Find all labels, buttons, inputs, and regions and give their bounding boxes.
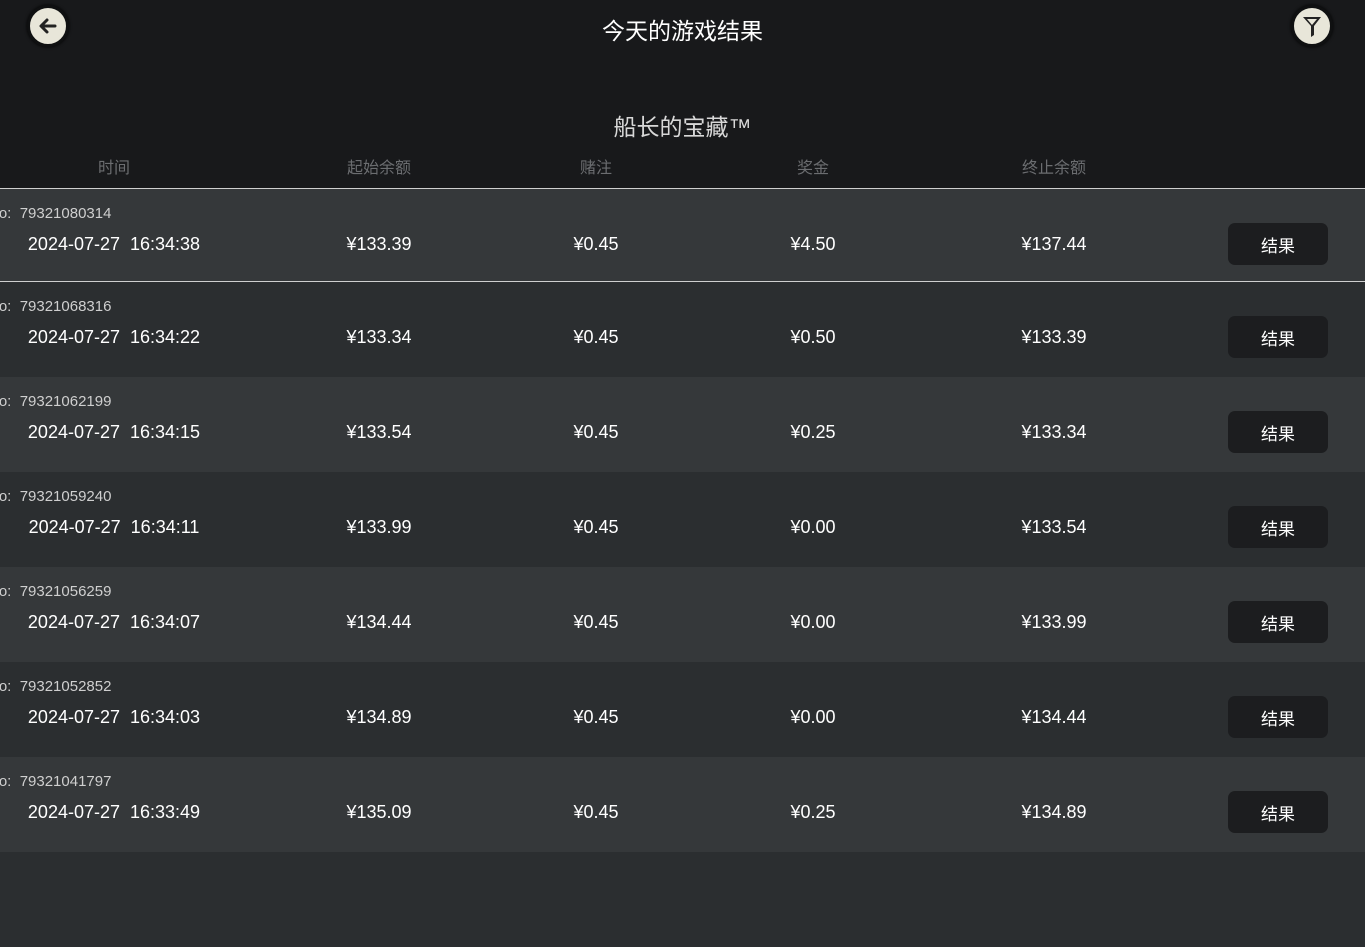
table-row: No: 79321052852 2024-07-27 16:34:03 ¥134… (0, 662, 1365, 757)
round-id-value: 79321062199 (19, 393, 112, 410)
round-id: No: 79321056259 (0, 583, 111, 600)
round-id-label: No: (0, 678, 12, 695)
cell-end-balance: ¥133.99 (1021, 612, 1087, 632)
round-id-label: No: (0, 298, 12, 315)
cell-start-balance: ¥133.39 (346, 234, 412, 254)
cell-end-balance: ¥133.34 (1021, 422, 1087, 442)
column-header-start-balance: 起始余额 (346, 160, 412, 177)
cell-time: 2024-07-27 16:34:15 (27, 422, 201, 442)
result-button[interactable]: 结果 (1228, 791, 1328, 833)
cell-win: ¥0.50 (790, 327, 836, 347)
cell-bet: ¥0.45 (573, 422, 619, 442)
round-id-label: No: (0, 583, 12, 600)
cell-time: 2024-07-27 16:34:38 (27, 234, 201, 254)
cell-start-balance: ¥133.34 (346, 327, 412, 347)
cell-win: ¥0.00 (790, 707, 836, 727)
round-id: No: 79321068316 (0, 298, 111, 315)
round-id-value: 79321056259 (19, 583, 112, 600)
table-row: No: 79321062199 2024-07-27 16:34:15 ¥133… (0, 377, 1365, 472)
round-id-label: No: (0, 773, 12, 790)
column-header-time: 时间 (97, 160, 131, 177)
round-id: No: 79321041797 (0, 773, 111, 790)
cell-bet: ¥0.45 (573, 612, 619, 632)
cell-end-balance: ¥134.89 (1021, 802, 1087, 822)
column-header-bet: 赌注 (579, 160, 613, 177)
round-id-label: No: (0, 393, 12, 410)
round-id-value: 79321041797 (19, 773, 112, 790)
cell-bet: ¥0.45 (573, 327, 619, 347)
round-id-value: 79321080314 (19, 205, 112, 222)
cell-win: ¥0.00 (790, 612, 836, 632)
table-row: No: 79321080314 2024-07-27 16:34:38 ¥133… (0, 189, 1365, 282)
round-id-value: 79321052852 (19, 678, 112, 695)
game-name: 船长的宝藏™ (613, 114, 752, 140)
filter-button[interactable] (1291, 5, 1333, 47)
cell-time: 2024-07-27 16:33:49 (27, 802, 201, 822)
table-row (0, 852, 1365, 947)
table-row: No: 79321041797 2024-07-27 16:33:49 ¥135… (0, 757, 1365, 852)
table-header: 时间 起始余额 赌注 奖金 终止余额 (0, 154, 1365, 177)
round-id-value: 79321068316 (19, 298, 112, 315)
cell-start-balance: ¥134.44 (346, 612, 412, 632)
cell-start-balance: ¥135.09 (346, 802, 412, 822)
round-id: No: 79321052852 (0, 678, 111, 695)
cell-start-balance: ¥133.54 (346, 422, 412, 442)
round-id-label: No: (0, 205, 12, 222)
cell-end-balance: ¥137.44 (1021, 234, 1087, 254)
cell-start-balance: ¥134.89 (346, 707, 412, 727)
result-button[interactable]: 结果 (1228, 696, 1328, 738)
round-id: No: 79321059240 (0, 488, 111, 505)
column-header-end-balance: 终止余额 (1021, 160, 1087, 177)
cell-time: 2024-07-27 16:34:11 (28, 517, 200, 537)
round-id-value: 79321059240 (19, 488, 112, 505)
result-button[interactable]: 结果 (1228, 506, 1328, 548)
results-list: No: 79321080314 2024-07-27 16:34:38 ¥133… (0, 188, 1365, 947)
result-button[interactable]: 结果 (1228, 316, 1328, 358)
table-row: No: 79321056259 2024-07-27 16:34:07 ¥134… (0, 567, 1365, 662)
page-title: 今天的游戏结果 (602, 18, 763, 44)
result-button[interactable]: 结果 (1228, 411, 1328, 453)
round-id-label: No: (0, 488, 12, 505)
cell-end-balance: ¥133.39 (1021, 327, 1087, 347)
cell-start-balance: ¥133.99 (346, 517, 412, 537)
column-header-win: 奖金 (796, 160, 830, 177)
cell-bet: ¥0.45 (573, 802, 619, 822)
cell-bet: ¥0.45 (573, 234, 619, 254)
cell-bet: ¥0.45 (573, 707, 619, 727)
arrow-left-icon (39, 18, 57, 34)
cell-win: ¥4.50 (790, 234, 836, 254)
cell-win: ¥0.25 (790, 422, 836, 442)
cell-win: ¥0.00 (790, 517, 836, 537)
cell-time: 2024-07-27 16:34:03 (27, 707, 201, 727)
filter-funnel-icon (1303, 17, 1321, 37)
round-id: No: 79321062199 (0, 393, 111, 410)
cell-end-balance: ¥133.54 (1021, 517, 1087, 537)
cell-win: ¥0.25 (790, 802, 836, 822)
table-row: No: 79321068316 2024-07-27 16:34:22 ¥133… (0, 282, 1365, 377)
cell-bet: ¥0.45 (573, 517, 619, 537)
cell-end-balance: ¥134.44 (1021, 707, 1087, 727)
cell-time: 2024-07-27 16:34:07 (27, 612, 201, 632)
top-bar: 今天的游戏结果 (0, 0, 1365, 60)
table-row: No: 79321059240 2024-07-27 16:34:11 ¥133… (0, 472, 1365, 567)
round-id: No: 79321080314 (0, 205, 111, 222)
cell-time: 2024-07-27 16:34:22 (27, 327, 201, 347)
back-button[interactable] (27, 5, 69, 47)
result-button[interactable]: 结果 (1228, 601, 1328, 643)
result-button[interactable]: 结果 (1228, 223, 1328, 265)
